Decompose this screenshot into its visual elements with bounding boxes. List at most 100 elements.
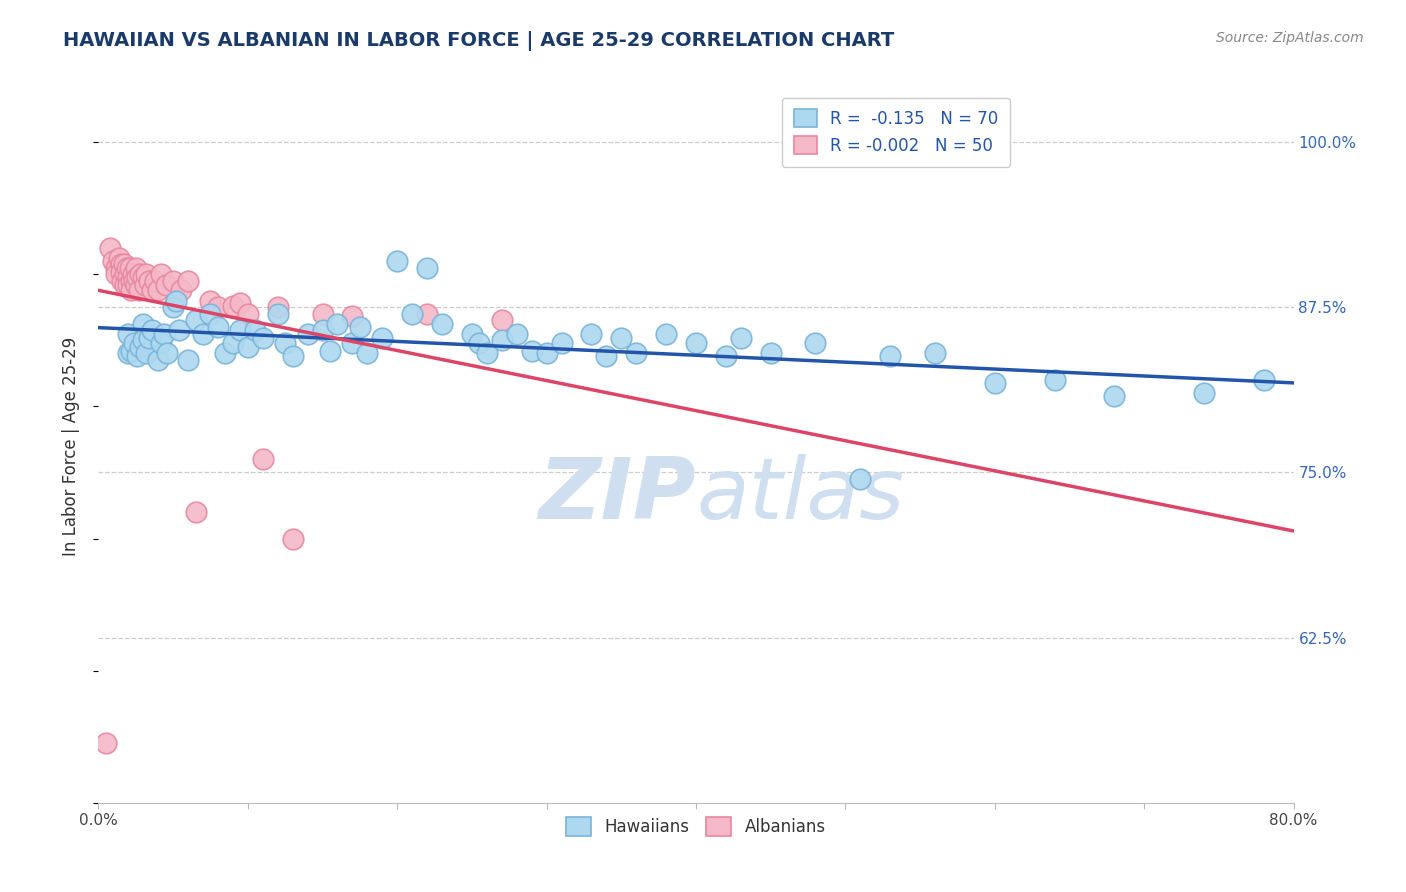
Point: [134, 277, 156, 292]
Point: [129, 340, 152, 354]
Point: [356, 346, 378, 360]
Point: [118, 260, 141, 275]
Text: atlas: atlas: [696, 454, 904, 538]
Point: [138, 331, 160, 345]
Point: [342, 335, 364, 350]
Point: [252, 452, 274, 467]
Point: [245, 323, 267, 337]
Point: [319, 343, 342, 358]
Point: [1104, 389, 1126, 403]
Point: [120, 274, 142, 288]
Point: [110, 264, 132, 278]
Point: [155, 277, 177, 292]
Y-axis label: In Labor Force | Age 25-29: In Labor Force | Age 25-29: [62, 336, 80, 556]
Point: [125, 277, 148, 292]
Point: [117, 346, 139, 360]
Point: [581, 326, 603, 341]
Point: [214, 346, 236, 360]
Point: [115, 260, 138, 275]
Point: [150, 335, 173, 350]
Point: [1043, 373, 1066, 387]
Point: [132, 318, 155, 332]
Point: [326, 318, 349, 332]
Point: [162, 274, 184, 288]
Point: [127, 349, 149, 363]
Point: [626, 346, 648, 360]
Point: [281, 532, 304, 546]
Point: [281, 349, 304, 363]
Point: [1253, 373, 1275, 387]
Point: [207, 300, 229, 314]
Point: [595, 349, 617, 363]
Point: [105, 260, 128, 275]
Point: [385, 254, 409, 268]
Point: [143, 274, 166, 288]
Point: [156, 346, 179, 360]
Point: [148, 283, 170, 297]
Point: [506, 326, 529, 341]
Point: [879, 349, 901, 363]
Point: [120, 283, 142, 297]
Point: [191, 326, 214, 341]
Point: [165, 293, 187, 308]
Point: [730, 331, 752, 345]
Point: [759, 346, 782, 360]
Point: [200, 293, 222, 308]
Point: [536, 346, 558, 360]
Point: [148, 353, 170, 368]
Point: [229, 323, 252, 337]
Text: HAWAIIAN VS ALBANIAN IN LABOR FORCE | AGE 25-29 CORRELATION CHART: HAWAIIAN VS ALBANIAN IN LABOR FORCE | AG…: [63, 31, 894, 51]
Point: [924, 346, 946, 360]
Point: [416, 307, 439, 321]
Point: [124, 274, 146, 288]
Point: [132, 269, 155, 284]
Point: [222, 335, 245, 350]
Point: [150, 267, 173, 281]
Point: [184, 313, 207, 327]
Point: [135, 346, 157, 360]
Point: [610, 331, 633, 345]
Point: [311, 323, 333, 337]
Point: [475, 346, 498, 360]
Point: [207, 320, 229, 334]
Point: [141, 283, 163, 297]
Point: [98, 241, 122, 255]
Point: [311, 307, 333, 321]
Point: [200, 307, 222, 321]
Point: [252, 331, 274, 345]
Point: [849, 472, 872, 486]
Point: [229, 296, 252, 310]
Point: [141, 323, 163, 337]
Point: [125, 260, 148, 275]
Text: ZIP: ZIP: [538, 454, 696, 538]
Point: [124, 335, 146, 350]
Point: [167, 323, 190, 337]
Point: [297, 326, 319, 341]
Point: [267, 307, 290, 321]
Point: [128, 283, 150, 297]
Point: [108, 252, 131, 266]
Point: [153, 326, 176, 341]
Point: [135, 267, 157, 281]
Point: [714, 349, 737, 363]
Point: [138, 274, 160, 288]
Point: [236, 340, 259, 354]
Point: [342, 310, 364, 324]
Point: [401, 307, 423, 321]
Point: [112, 257, 135, 271]
Point: [491, 313, 513, 327]
Point: [177, 353, 200, 368]
Legend: Hawaiians, Albanians: Hawaiians, Albanians: [558, 809, 834, 845]
Point: [267, 300, 290, 314]
Point: [274, 335, 297, 350]
Point: [520, 343, 543, 358]
Point: [105, 267, 128, 281]
Point: [461, 326, 484, 341]
Point: [177, 274, 200, 288]
Point: [184, 505, 207, 519]
Point: [984, 376, 1007, 390]
Point: [349, 320, 371, 334]
Point: [491, 333, 513, 347]
Point: [117, 277, 139, 292]
Point: [121, 267, 143, 281]
